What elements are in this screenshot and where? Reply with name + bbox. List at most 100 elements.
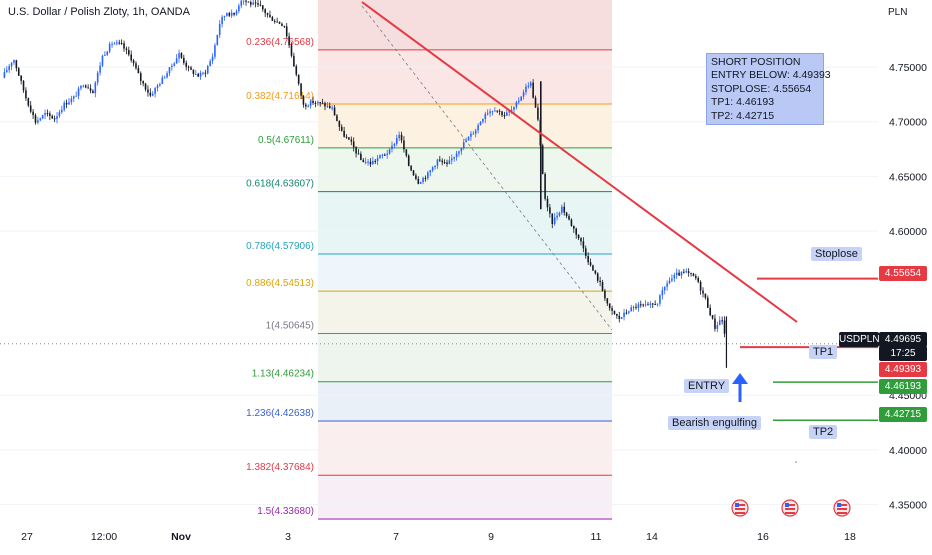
candle-body: [247, 1, 250, 3]
candle-body: [601, 282, 604, 291]
candle-body: [293, 55, 295, 67]
candle-body: [642, 304, 644, 306]
candle-body: [678, 272, 680, 276]
candle-body: [663, 286, 666, 291]
symbol-badge: USDPLN: [839, 332, 880, 347]
candle-body: [477, 125, 479, 131]
candle-body: [589, 262, 592, 266]
candle-body: [307, 105, 310, 107]
candle-body: [491, 111, 494, 113]
fib-band: [318, 147, 612, 192]
candle-body: [51, 115, 54, 119]
candle-body: [541, 145, 544, 174]
candle-body: [661, 290, 664, 296]
candle-body: [352, 141, 355, 148]
candle-body: [716, 325, 719, 329]
entry-price-badge: 4.49393: [879, 362, 927, 377]
fib-label: 1(4.50645): [266, 320, 314, 331]
candle-body: [187, 66, 190, 68]
candle-body: [372, 160, 374, 165]
candle-body: [417, 178, 420, 184]
fib-label: 0.5(4.67611): [258, 135, 314, 146]
candle-body: [551, 213, 554, 224]
candle-body: [216, 34, 219, 46]
candle-body: [651, 303, 654, 305]
candle-body: [367, 161, 369, 163]
candle-body: [482, 118, 484, 123]
candle-body: [37, 120, 39, 123]
candle-body: [395, 138, 398, 144]
pattern-label[interactable]: Bearish engulfing: [668, 416, 762, 430]
candle-body: [496, 110, 499, 112]
candle-body: [173, 63, 176, 66]
candle-body: [680, 271, 683, 276]
candle-body: [704, 293, 707, 298]
stoploss-label[interactable]: Stoplose: [811, 247, 862, 261]
candle-body: [8, 66, 10, 71]
candle-body: [317, 102, 319, 104]
candle-body: [702, 290, 704, 294]
candle-body: [515, 102, 518, 107]
time-tick-label: 9: [488, 531, 494, 543]
tp2-label[interactable]: TP2: [809, 425, 838, 439]
candle-body: [75, 95, 77, 97]
position-note[interactable]: SHORT POSITION ENTRY BELOW: 4.49393 STOP…: [706, 53, 831, 125]
candle-body: [252, 2, 255, 5]
candle-body: [407, 155, 410, 166]
candle-body: [266, 13, 269, 15]
candle-body: [618, 315, 621, 319]
candle-body: [422, 177, 424, 183]
candle-body: [116, 42, 118, 44]
candle-body: [46, 113, 49, 115]
candle-body: [647, 304, 649, 306]
note-entry: ENTRY BELOW: 4.49393: [711, 69, 831, 82]
candle-body: [223, 15, 226, 17]
candle-body: [434, 165, 436, 168]
candle-body: [639, 304, 642, 306]
candle-body: [214, 45, 216, 57]
candle-body: [510, 109, 513, 112]
candle-body: [498, 110, 501, 112]
candle-body: [142, 80, 144, 84]
candle-body: [415, 175, 417, 179]
flag-stripe: [785, 512, 795, 514]
candle-body: [369, 161, 372, 165]
candle-body: [300, 83, 302, 96]
tp1-label[interactable]: TP1: [809, 345, 838, 359]
candle-body: [606, 298, 609, 304]
candle-body: [391, 145, 393, 150]
candle-body: [61, 109, 63, 113]
candle-body: [616, 313, 618, 316]
candle-body: [683, 271, 685, 273]
fib-label: 1.236(4.42638): [246, 408, 314, 419]
candle-body: [65, 102, 68, 105]
time-tick-label: 12:00: [91, 531, 117, 543]
candle-body: [295, 66, 298, 75]
candle-body: [419, 182, 422, 184]
time-axis: 27 12:00 Nov 3 7 9 11 14 16 18: [21, 531, 856, 543]
candle-body: [637, 304, 640, 308]
candles: [3, 0, 728, 368]
candle-body: [690, 272, 692, 274]
candle-body: [532, 82, 534, 98]
price-tick-label: 4.65000: [889, 171, 927, 183]
candle-body: [350, 139, 353, 142]
candle-body: [537, 107, 539, 120]
entry-label[interactable]: ENTRY: [684, 379, 730, 393]
candle-body: [72, 96, 75, 99]
candle-body: [565, 212, 568, 217]
candle-body: [32, 111, 34, 116]
candle-body: [154, 88, 156, 94]
candle-body: [706, 297, 709, 308]
fib-label: 0.618(4.63607): [246, 179, 314, 190]
candle-body: [15, 60, 18, 69]
candle-body: [180, 53, 183, 58]
candle-body: [166, 73, 168, 78]
candle-body: [68, 102, 70, 105]
candle-body: [711, 315, 714, 319]
dot-marker: [795, 461, 797, 463]
note-title: SHORT POSITION: [711, 56, 801, 68]
candle-body: [529, 82, 532, 86]
